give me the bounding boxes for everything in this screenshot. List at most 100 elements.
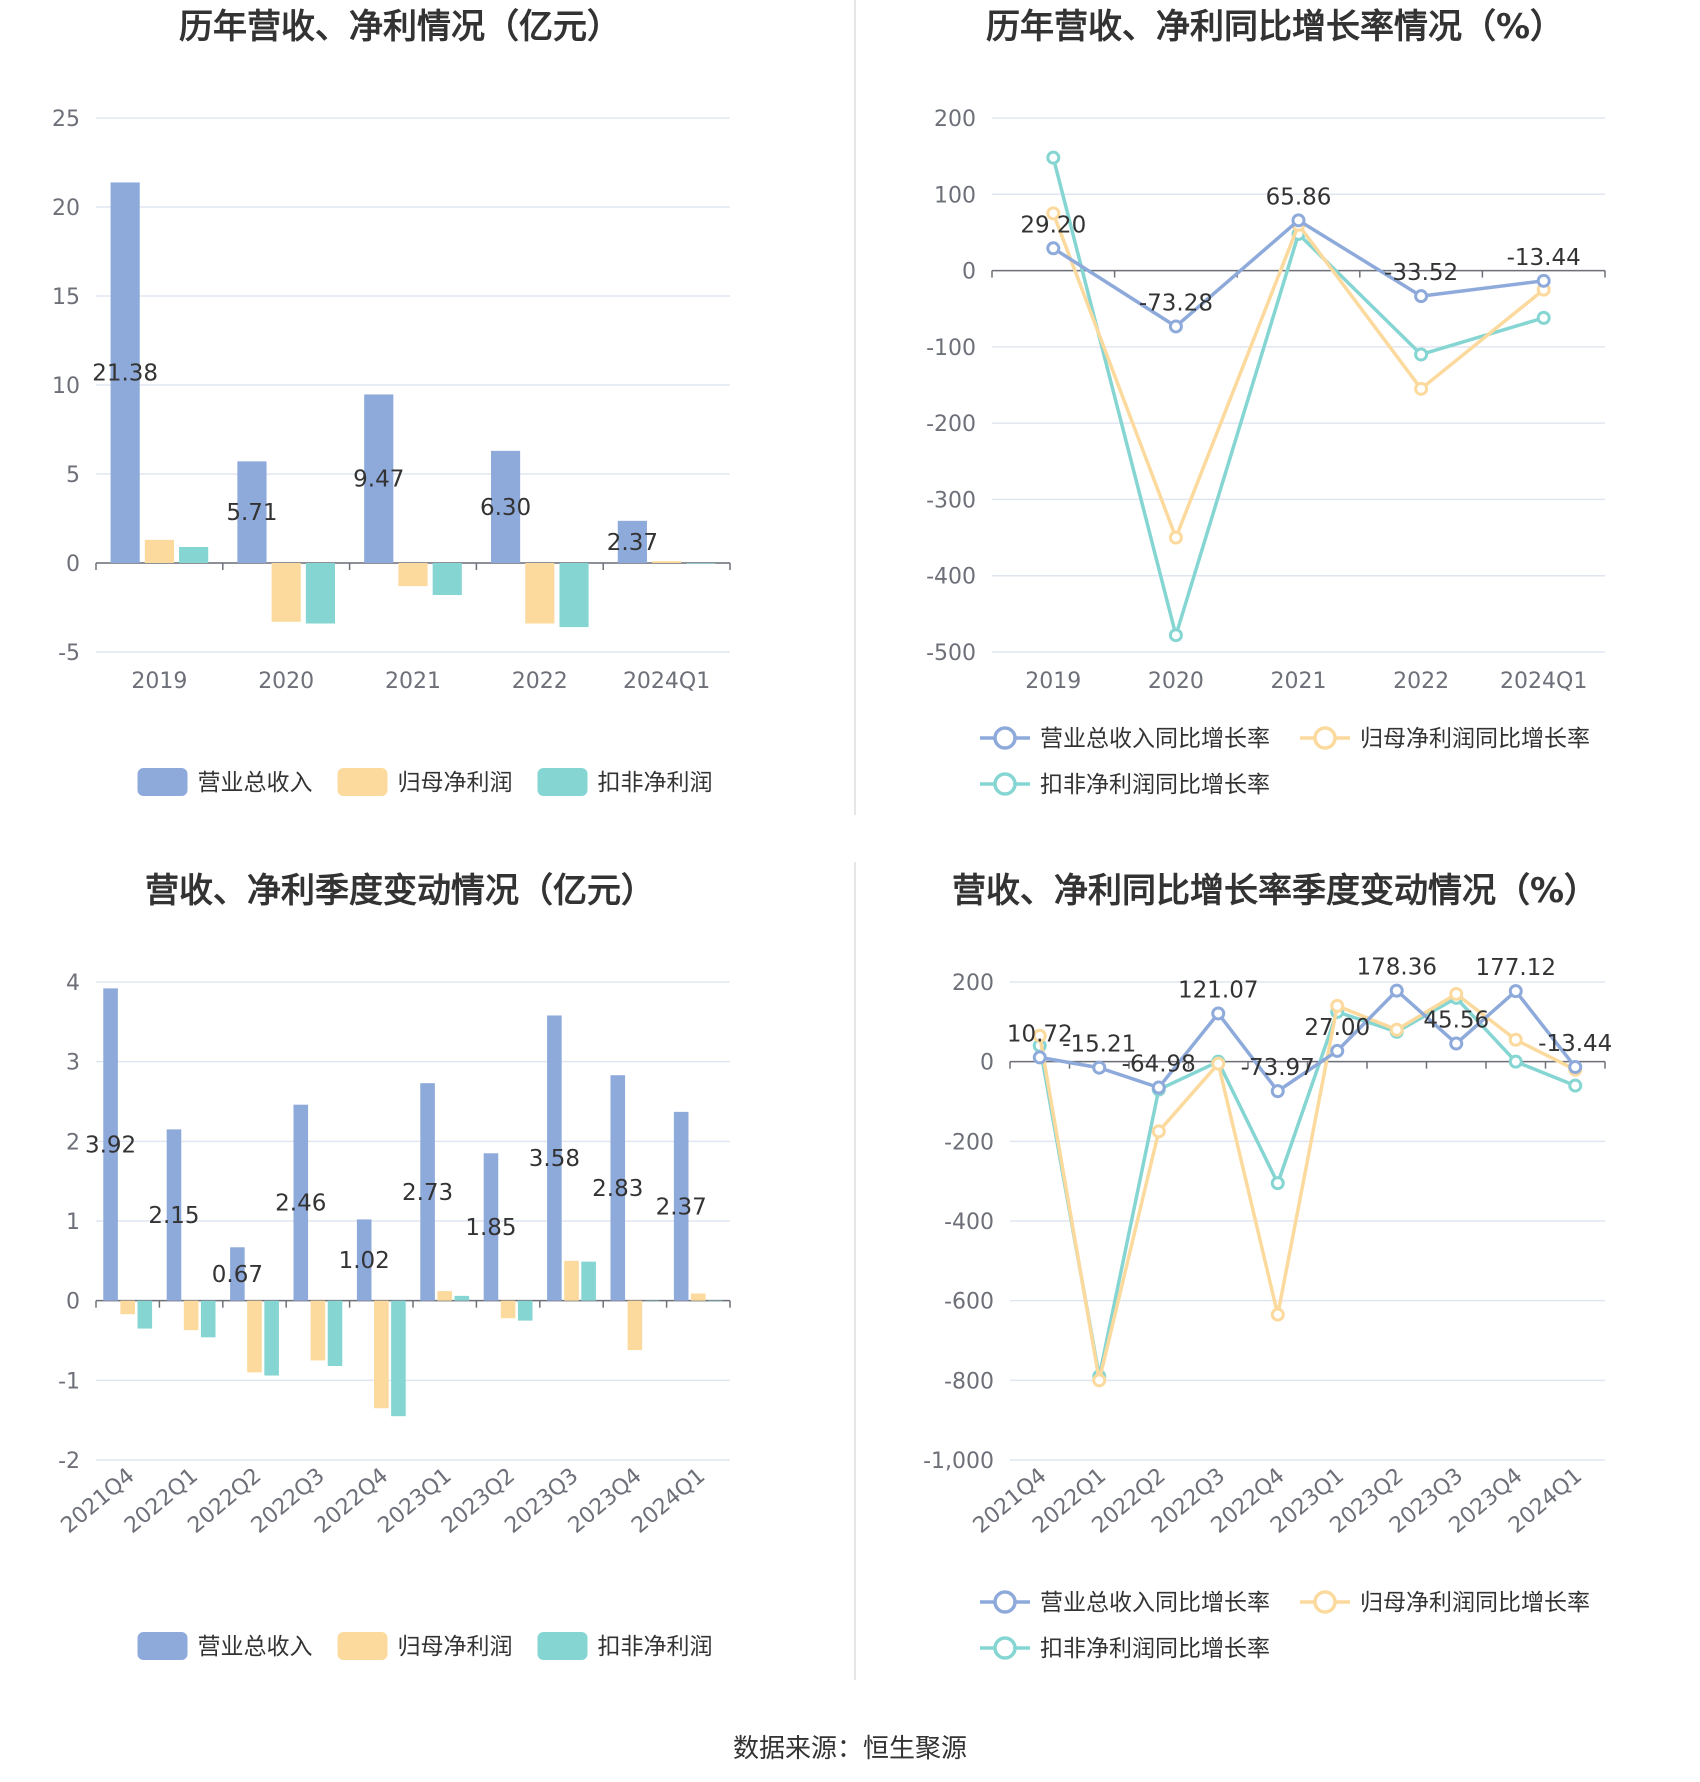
data-label: -73.28 bbox=[1139, 290, 1213, 316]
chart-2: 历年营收、净利同比增长率情况（%） -500 -400 -300 -200 -100 0 10… bbox=[926, 7, 1606, 798]
bar-1 bbox=[230, 1247, 245, 1301]
bar-1 bbox=[237, 461, 267, 563]
legend-label: 归母净利润同比增长率 bbox=[1360, 726, 1590, 752]
bar-3 bbox=[644, 1300, 660, 1302]
data-label: -33.52 bbox=[1384, 260, 1458, 286]
bar-1 bbox=[356, 1219, 372, 1301]
point-2 bbox=[1330, 998, 1345, 1013]
data-source-name: 恒生聚源 bbox=[863, 1734, 968, 1764]
data-label: 1.85 bbox=[465, 1215, 516, 1241]
point-2 bbox=[1449, 986, 1464, 1001]
y-tick-label: -200 bbox=[944, 1130, 994, 1155]
bar-3 bbox=[264, 1300, 279, 1376]
y-tick-label: -400 bbox=[944, 1210, 994, 1235]
data-label: 2.73 bbox=[402, 1180, 453, 1206]
bar-1 bbox=[617, 520, 647, 563]
bar-2 bbox=[525, 563, 555, 624]
x-tick-label: 2024Q1 bbox=[623, 669, 710, 694]
point-3 bbox=[1414, 347, 1429, 362]
point-1 bbox=[1508, 984, 1523, 999]
data-label: 3.92 bbox=[85, 1133, 136, 1159]
bar-2 bbox=[564, 1260, 579, 1301]
point-1 bbox=[1211, 1006, 1226, 1021]
bar-1 bbox=[420, 1083, 435, 1301]
point-1 bbox=[1536, 273, 1551, 288]
data-label: 65.86 bbox=[1266, 184, 1332, 210]
point-1 bbox=[1046, 241, 1061, 256]
point-2 bbox=[1211, 1056, 1226, 1071]
data-label: 45.56 bbox=[1423, 1008, 1489, 1034]
bar-3 bbox=[179, 546, 209, 563]
point-1 bbox=[1151, 1080, 1166, 1095]
point-1 bbox=[1270, 1084, 1285, 1099]
data-label: 9.47 bbox=[353, 467, 404, 493]
data-label: 2.37 bbox=[607, 530, 658, 556]
point-1 bbox=[1449, 1036, 1464, 1051]
point-1 bbox=[1568, 1060, 1583, 1075]
y-tick-label: -5 bbox=[58, 641, 80, 666]
x-tick-label: 2024Q1 bbox=[1500, 669, 1587, 694]
y-tick-label: 0 bbox=[962, 260, 976, 285]
y-tick-label: 5 bbox=[66, 463, 80, 488]
chart-1: 历年营收、净利情况（亿元） -5 0 5 10 15 20 25 2019 2020 2021 202… bbox=[52, 7, 731, 796]
legend-swatch bbox=[537, 1632, 588, 1660]
bar-2 bbox=[437, 1291, 452, 1301]
legend-marker bbox=[993, 772, 1017, 796]
chart-title: 历年营收、净利同比增长率情况（%） bbox=[986, 7, 1564, 47]
data-label: 3.58 bbox=[529, 1146, 580, 1172]
data-label: -73.97 bbox=[1241, 1055, 1315, 1081]
x-tick-label: 2022 bbox=[1393, 669, 1449, 694]
legend-label: 扣非净利润同比增长率 bbox=[1040, 1636, 1270, 1662]
point-1 bbox=[1168, 319, 1183, 334]
legend-label: 营业总收入 bbox=[198, 1634, 313, 1660]
y-tick-label: 0 bbox=[66, 552, 80, 577]
point-1 bbox=[1330, 1043, 1345, 1058]
y-tick-label: -400 bbox=[926, 565, 976, 590]
y-tick-label: 20 bbox=[52, 196, 80, 221]
bar-1 bbox=[293, 1104, 309, 1301]
data-label: 2.83 bbox=[592, 1176, 643, 1202]
data-label: 21.38 bbox=[92, 361, 158, 387]
data-label: 5.71 bbox=[226, 500, 277, 526]
y-tick-label: -800 bbox=[944, 1369, 994, 1394]
y-tick-label: 0 bbox=[980, 1051, 994, 1076]
y-tick-label: 15 bbox=[52, 285, 80, 310]
chart-title: 营收、净利季度变动情况（亿元） bbox=[145, 871, 655, 911]
bar-1 bbox=[110, 182, 140, 563]
legend: 营业总收入 归母净利润 扣非净利润 bbox=[137, 1632, 713, 1660]
y-tick-label: 10 bbox=[52, 374, 80, 399]
bar-2 bbox=[691, 1293, 706, 1301]
point-2 bbox=[1389, 1022, 1404, 1037]
legend-label: 归母净利润同比增长率 bbox=[1360, 1590, 1590, 1616]
x-tick-label: 2021 bbox=[385, 669, 441, 694]
y-tick-label: -600 bbox=[944, 1290, 994, 1315]
bar-2 bbox=[374, 1300, 389, 1409]
bar-1 bbox=[166, 1129, 182, 1301]
y-tick-label: -2 bbox=[58, 1449, 80, 1474]
bar-1 bbox=[610, 1075, 626, 1301]
legend-marker bbox=[1313, 726, 1337, 750]
bar-3 bbox=[517, 1300, 533, 1321]
data-label: 27.00 bbox=[1304, 1015, 1370, 1041]
legend-label: 扣非净利润 bbox=[598, 1634, 713, 1660]
point-1 bbox=[1414, 289, 1429, 304]
y-tick-label: 100 bbox=[934, 183, 976, 208]
point-1 bbox=[1032, 1050, 1047, 1065]
y-tick-label: -100 bbox=[926, 336, 976, 361]
chart-title: 历年营收、净利情况（亿元） bbox=[179, 7, 621, 47]
y-tick-label: 25 bbox=[52, 107, 80, 132]
legend-label: 营业总收入同比增长率 bbox=[1040, 726, 1270, 752]
data-label: -13.44 bbox=[1538, 1031, 1612, 1057]
point-1 bbox=[1389, 983, 1404, 998]
point-2 bbox=[1168, 530, 1183, 545]
point-2 bbox=[1046, 206, 1061, 221]
point-3 bbox=[1508, 1054, 1523, 1069]
series-line-2 bbox=[1051, 212, 1545, 540]
y-tick-label: -1,000 bbox=[923, 1449, 994, 1474]
y-tick-label: -500 bbox=[926, 641, 976, 666]
legend-marker bbox=[993, 726, 1017, 750]
y-tick-label: 200 bbox=[952, 971, 994, 996]
legend: 营业总收入 归母净利润 扣非净利润 bbox=[137, 768, 713, 796]
data-source-prefix: 数据来源： bbox=[732, 1734, 863, 1764]
